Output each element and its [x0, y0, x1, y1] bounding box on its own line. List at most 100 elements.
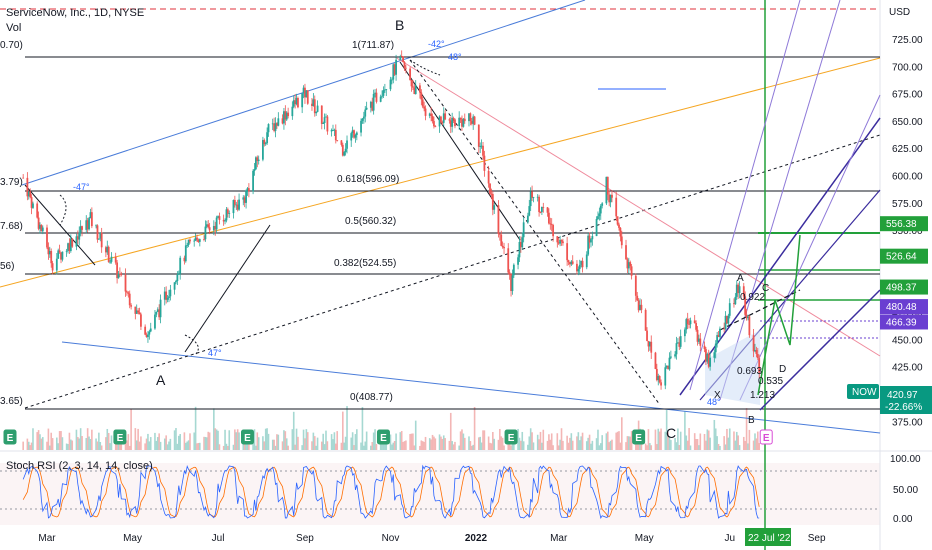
volume-bar: [677, 428, 679, 450]
candle-body: [591, 236, 594, 240]
candle-body: [696, 329, 699, 342]
volume-bar: [503, 445, 505, 450]
candle-body: [283, 111, 285, 124]
volume-bar: [538, 439, 540, 450]
candle-body: [420, 92, 423, 100]
earnings-marker-label: E: [7, 433, 14, 444]
volume-bar: [500, 436, 503, 450]
candle-body: [86, 220, 89, 230]
volume-bar: [647, 429, 650, 450]
volume-bar: [253, 429, 256, 450]
candle-body: [312, 99, 315, 107]
volume-bar: [548, 434, 550, 450]
candle-body: [145, 334, 148, 338]
volume-bar: [402, 441, 404, 450]
volume-bar: [403, 441, 406, 450]
fan-line-5: [739, 94, 881, 401]
volume-bar: [196, 443, 198, 450]
candle-body: [107, 246, 110, 262]
volume-bar: [707, 430, 710, 450]
candle-body: [40, 224, 43, 232]
candle-body: [686, 319, 689, 325]
volume-bar: [183, 432, 186, 450]
candle-body: [618, 224, 620, 228]
candle-body: [116, 262, 118, 279]
volume-bar: [56, 437, 58, 450]
volume-bar: [37, 430, 40, 450]
candle-body: [510, 274, 512, 292]
time-tick: 2022: [465, 533, 488, 544]
candle-body: [458, 117, 461, 127]
candle-body: [683, 329, 686, 337]
candle-body: [580, 260, 583, 265]
volume-bar: [29, 445, 31, 450]
volume-bar: [499, 428, 501, 450]
stoch-rsi: [0, 464, 880, 520]
volume-bar: [473, 407, 476, 450]
price-tag: [880, 314, 928, 330]
volume-bar: [372, 432, 375, 450]
candle-body: [480, 145, 483, 147]
candle-body: [709, 357, 712, 367]
candle-body: [232, 199, 235, 214]
chart-labels: 1(711.87) 0.618(596.09) 0.5(560.32) 0.38…: [0, 17, 786, 441]
candle-body: [512, 264, 515, 276]
volume-bar: [138, 441, 141, 450]
volume-bar: [344, 436, 347, 450]
candle-body: [539, 211, 542, 213]
candle-body: [361, 118, 364, 121]
volume-bar: [670, 440, 672, 450]
volume-bar: [675, 442, 678, 450]
volume-bar: [267, 433, 270, 450]
volume-bar: [255, 445, 257, 450]
candle-body: [733, 303, 735, 305]
volume-bar: [459, 431, 462, 450]
candle-body: [375, 92, 378, 102]
volume-bar: [36, 432, 38, 450]
volume-bar: [726, 428, 728, 450]
volume-bar: [361, 407, 364, 450]
candle-body: [490, 193, 493, 195]
wave-label-c: C: [666, 425, 676, 441]
candle-body: [441, 122, 444, 123]
candle-body: [263, 140, 266, 145]
candle-body: [522, 222, 525, 238]
volume-bar: [609, 440, 612, 450]
candle-body: [333, 129, 336, 131]
volume-bar: [234, 429, 236, 450]
volume-bar: [75, 429, 78, 450]
volume-bar: [588, 434, 591, 450]
volume-bar: [47, 428, 50, 450]
volume-bar: [497, 439, 500, 450]
candle-body: [71, 238, 74, 247]
fan-line-4: [719, 0, 841, 401]
volume-bar: [528, 436, 531, 450]
candle-body: [124, 274, 127, 292]
candle-body: [431, 116, 434, 122]
volume-bar: [393, 440, 396, 450]
pink-descending-line: [394, 56, 881, 357]
volume-bar: [291, 429, 294, 450]
time-tick: Ju: [724, 533, 735, 544]
volume-bar: [577, 432, 580, 450]
pattern-d: D: [779, 364, 786, 375]
volume-bar: [78, 438, 81, 450]
candle-body: [294, 100, 297, 105]
volume-bar: [615, 432, 617, 450]
fib-label-1: 1(711.87): [352, 40, 394, 51]
volume-bar: [463, 437, 466, 450]
candle-body: [100, 232, 103, 248]
volume-bar: [350, 437, 353, 450]
candle-body: [284, 111, 287, 120]
candle-body: [511, 275, 514, 292]
volume-bar: [489, 442, 491, 450]
volume-bar: [32, 428, 34, 450]
candle-body: [212, 226, 215, 231]
candle-body: [236, 204, 239, 210]
earnings-marker: [376, 429, 390, 445]
candle-body: [271, 123, 274, 125]
volume-bar: [557, 445, 560, 450]
candle-body: [413, 87, 416, 95]
candle-body: [183, 257, 186, 262]
